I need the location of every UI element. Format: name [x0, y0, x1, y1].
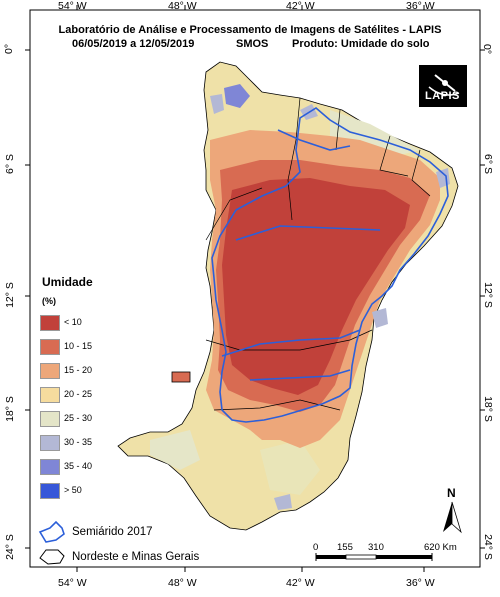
lon-tick-bottom-0: 54° W — [58, 577, 87, 589]
lon-tick-top-1: 48° W — [168, 0, 197, 12]
lon-tick-bottom-1: 48° W — [168, 577, 197, 589]
legend-item: 30 - 35 — [40, 435, 160, 453]
legend-title: Umidade — [42, 275, 93, 289]
legend-item: 25 - 30 — [40, 411, 160, 429]
legend-item: < 10 — [40, 315, 160, 333]
legend-item: 15 - 20 — [40, 363, 160, 381]
lat-tick-right-0: 0° — [481, 43, 494, 55]
scale-tick-1: 155 — [337, 542, 353, 553]
legend-swatch — [40, 315, 60, 331]
legend-item: 35 - 40 — [40, 459, 160, 477]
north-arrow-icon — [443, 501, 462, 534]
scale-bar — [315, 553, 433, 561]
region-legend-label: Nordeste e Minas Gerais — [72, 551, 200, 563]
map-date-range: 06/05/2019 a 12/05/2019 — [72, 38, 195, 50]
map-title: Laboratório de Análise e Processamento d… — [58, 24, 442, 36]
legend-swatch — [40, 435, 60, 451]
legend-unit: (%) — [42, 296, 56, 306]
scale-tick-3: 620 Km — [424, 542, 457, 553]
legend-label: 15 - 20 — [64, 365, 93, 375]
lat-tick-left-1: 6° S — [3, 154, 16, 174]
lon-tick-bottom-3: 36° W — [406, 577, 435, 589]
legend-swatch — [40, 387, 60, 403]
satellite-icon — [428, 74, 460, 96]
map-product: Produto: Umidade do solo — [292, 38, 430, 50]
lat-tick-left-3: 18° S — [3, 396, 16, 422]
north-arrow-label: N — [447, 486, 456, 500]
legend-label: 20 - 25 — [64, 389, 93, 399]
lat-tick-right-1: 6° S — [481, 154, 494, 174]
legend-swatch — [40, 459, 60, 475]
lat-tick-left-2: 12° S — [3, 282, 16, 308]
legend-item: 10 - 15 — [40, 339, 160, 357]
semiarid-legend-label: Semiárido 2017 — [72, 526, 153, 538]
lat-tick-left-0: 0° — [3, 43, 16, 55]
legend-label: < 10 — [64, 317, 82, 327]
legend-label: 30 - 35 — [64, 437, 93, 447]
legend-swatch — [40, 339, 60, 355]
legend-swatch — [40, 483, 60, 499]
legend-label: 25 - 30 — [64, 413, 93, 423]
lat-tick-right-2: 12° S — [481, 282, 494, 308]
scale-tick-2: 310 — [368, 542, 384, 553]
lat-tick-right-3: 18° S — [481, 396, 494, 422]
semiarid-boundary — [211, 107, 449, 423]
region-legend-swatch — [39, 549, 65, 565]
legend-item: > 50 — [40, 483, 160, 501]
legend-swatch — [40, 363, 60, 379]
lat-tick-left-4: 24° S — [3, 534, 16, 560]
lon-tick-top-2: 42° W — [286, 0, 315, 12]
legend-item: 20 - 25 — [40, 387, 160, 405]
lapis-logo: LAPIS — [419, 65, 467, 107]
lapis-logo-text: LAPIS — [425, 90, 460, 102]
moisture-under-10 — [222, 178, 410, 395]
lon-tick-bottom-2: 42° W — [286, 577, 315, 589]
legend-label: > 50 — [64, 485, 82, 495]
map-sensor: SMOS — [236, 38, 269, 50]
lon-tick-top-0: 54° W — [58, 0, 87, 12]
moisture-35-40 — [224, 84, 250, 108]
legend-label: 10 - 15 — [64, 341, 93, 351]
legend-swatch — [40, 411, 60, 427]
scale-tick-0: 0 — [313, 542, 319, 553]
lat-tick-right-4: 24° S — [481, 534, 494, 560]
semiarid-legend-swatch — [38, 520, 65, 543]
legend-label: 35 - 40 — [64, 461, 93, 471]
lon-tick-top-3: 36° W — [406, 0, 435, 12]
